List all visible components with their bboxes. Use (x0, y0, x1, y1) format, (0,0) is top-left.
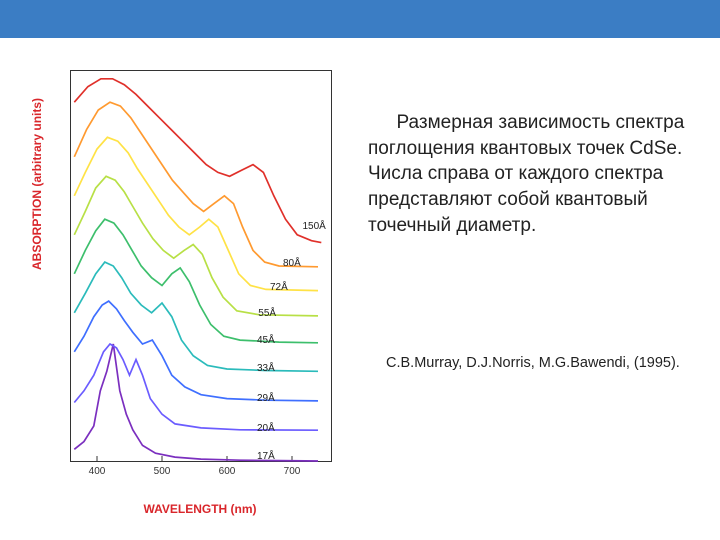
series-label: 55Å (258, 308, 276, 319)
spectrum-line (74, 137, 318, 290)
x-axis-label: WAVELENGTH (nm) (70, 502, 330, 516)
series-label: 45Å (257, 335, 275, 346)
spectrum-line (74, 219, 318, 343)
series-label: 33Å (257, 363, 275, 374)
spectrum-chart: ABSORPTION (arbitrary units) 40050060070… (40, 70, 360, 490)
plot-area: 40050060070017Å20Å29Å33Å45Å55Å72Å80Å150Å (70, 70, 332, 462)
x-tick: 500 (154, 466, 171, 477)
header-bar (0, 0, 720, 38)
series-label: 150Å (303, 221, 326, 232)
spectrum-line (74, 344, 318, 461)
series-label: 29Å (257, 393, 275, 404)
y-axis-label: ABSORPTION (arbitrary units) (30, 98, 44, 270)
spectrum-line (74, 102, 318, 267)
series-label: 80Å (283, 258, 301, 269)
series-label: 17Å (257, 451, 275, 462)
x-tick: 400 (89, 466, 106, 477)
series-label: 72Å (270, 282, 288, 293)
citation-text: C.B.Murray, D.J.Norris, M.G.Bawendi, (19… (386, 355, 686, 371)
description-text: Размерная зависимость спектра поглощения… (368, 110, 698, 238)
series-label: 20Å (257, 423, 275, 434)
x-tick: 600 (219, 466, 236, 477)
x-tick: 700 (284, 466, 301, 477)
